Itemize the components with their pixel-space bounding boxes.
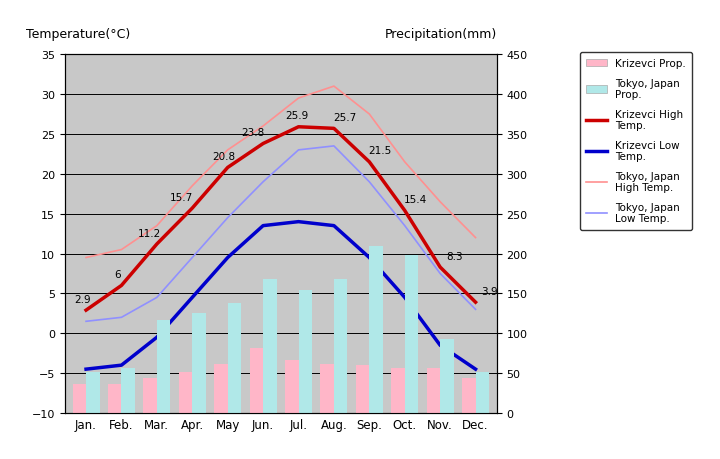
Text: 6: 6 [114,269,121,280]
Tokyo, Japan
High Temp. [258,124,267,129]
Krizevci High
Temp. [117,283,126,289]
Bar [192,313,206,413]
Tokyo, Japan
Low Temp. [117,315,126,320]
Krizevci Low
Temp. [258,224,267,229]
Text: Temperature(°C): Temperature(°C) [26,28,130,41]
Bar [462,378,475,413]
Krizevci High
Temp. [330,126,338,132]
Bar [334,280,347,413]
Bar [73,385,86,413]
Bar [179,372,192,413]
Text: Precipitation(mm): Precipitation(mm) [384,28,497,41]
Bar [143,378,157,413]
Text: 2.9: 2.9 [74,294,91,304]
Bar [356,365,369,413]
Text: 11.2: 11.2 [138,228,161,238]
Krizevci Low
Temp. [188,295,197,301]
Bar [228,303,241,413]
Tokyo, Japan
Low Temp. [330,144,338,149]
Tokyo, Japan
Low Temp. [365,179,374,185]
Tokyo, Japan
High Temp. [471,235,480,241]
Text: 3.9: 3.9 [482,286,498,296]
Tokyo, Japan
High Temp. [82,255,91,261]
Tokyo, Japan
High Temp. [153,224,161,229]
Krizevci High
Temp. [400,208,409,214]
Krizevci High
Temp. [436,265,444,270]
Text: 25.7: 25.7 [333,113,356,123]
Bar [369,246,383,413]
Tokyo, Japan
High Temp. [294,96,303,101]
Krizevci High
Temp. [294,125,303,130]
Bar [285,361,299,413]
Krizevci Low
Temp. [471,367,480,372]
Line: Krizevci High
Temp.: Krizevci High Temp. [86,128,475,310]
Tokyo, Japan
Low Temp. [436,271,444,277]
Text: 15.4: 15.4 [404,195,427,205]
Krizevci Low
Temp. [330,224,338,229]
Bar [391,368,405,413]
Krizevci High
Temp. [223,165,232,171]
Tokyo, Japan
Low Temp. [258,179,267,185]
Bar [250,348,263,413]
Tokyo, Japan
Low Temp. [188,255,197,261]
Line: Tokyo, Japan
High Temp.: Tokyo, Japan High Temp. [86,87,475,258]
Bar [157,320,171,413]
Tokyo, Japan
Low Temp. [471,307,480,313]
Krizevci High
Temp. [471,300,480,305]
Tokyo, Japan
High Temp. [117,247,126,253]
Tokyo, Japan
Low Temp. [153,295,161,301]
Krizevci High
Temp. [188,206,197,212]
Tokyo, Japan
High Temp. [188,184,197,189]
Line: Tokyo, Japan
Low Temp.: Tokyo, Japan Low Temp. [86,146,475,322]
Tokyo, Japan
High Temp. [365,112,374,118]
Bar [440,339,454,413]
Bar [299,291,312,413]
Bar [215,364,228,413]
Text: 23.8: 23.8 [241,128,264,138]
Tokyo, Japan
High Temp. [436,200,444,205]
Krizevci High
Temp. [258,141,267,147]
Bar [108,385,122,413]
Bar [122,369,135,413]
Bar [427,369,440,413]
Tokyo, Japan
High Temp. [223,148,232,153]
Krizevci Low
Temp. [223,255,232,261]
Tokyo, Japan
Low Temp. [294,148,303,153]
Line: Krizevci Low
Temp.: Krizevci Low Temp. [86,222,475,369]
Bar [405,256,418,413]
Krizevci Low
Temp. [294,219,303,225]
Text: 21.5: 21.5 [369,146,392,156]
Tokyo, Japan
Low Temp. [223,215,232,221]
Bar [475,373,489,413]
Krizevci Low
Temp. [82,367,91,372]
Tokyo, Japan
Low Temp. [82,319,91,325]
Tokyo, Japan
High Temp. [330,84,338,90]
Krizevci High
Temp. [365,160,374,165]
Krizevci High
Temp. [153,242,161,247]
Tokyo, Japan
High Temp. [400,160,409,165]
Tokyo, Japan
Low Temp. [400,224,409,229]
Krizevci Low
Temp. [153,335,161,340]
Krizevci Low
Temp. [436,343,444,348]
Krizevci Low
Temp. [117,363,126,368]
Bar [263,280,276,413]
Krizevci High
Temp. [82,308,91,313]
Text: 15.7: 15.7 [170,192,193,202]
Legend: Krizevci Prop., Tokyo, Japan
Prop., Krizevci High
Temp., Krizevci Low
Temp., Tok: Krizevci Prop., Tokyo, Japan Prop., Kriz… [580,53,692,230]
Text: 20.8: 20.8 [212,152,235,162]
Krizevci Low
Temp. [400,295,409,301]
Text: 25.9: 25.9 [285,111,308,121]
Text: 8.3: 8.3 [446,251,463,261]
Bar [320,364,334,413]
Bar [86,372,99,413]
Krizevci Low
Temp. [365,255,374,261]
